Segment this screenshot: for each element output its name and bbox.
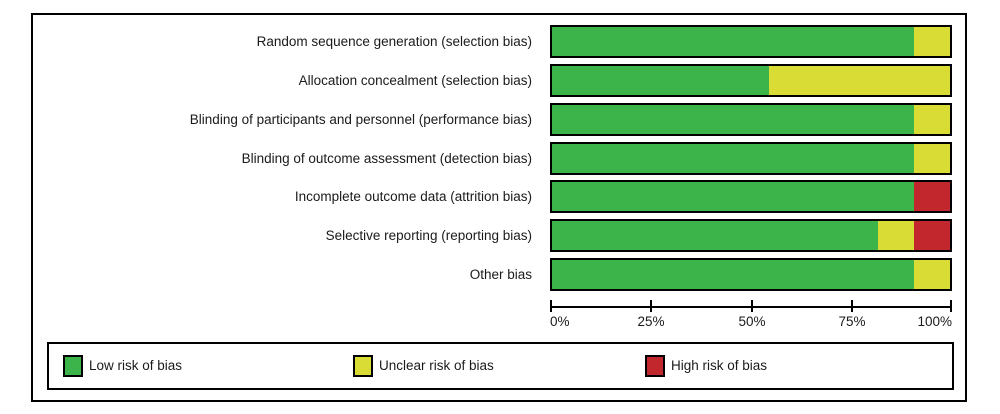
row-label: Selective reporting (reporting bias) (325, 228, 532, 243)
stacked-bar (550, 25, 952, 58)
segment-unclear-risk (913, 260, 950, 289)
row-label: Other bias (469, 267, 532, 282)
segment-unclear-risk (768, 66, 950, 95)
x-axis-tick (851, 300, 853, 312)
legend-swatch-unclear-risk (353, 355, 373, 377)
segment-low-risk (552, 144, 914, 173)
legend-label: High risk of bias (671, 358, 768, 373)
row-label: Allocation concealment (selection bias) (298, 73, 532, 88)
segment-low-risk (552, 260, 914, 289)
x-axis-tick (950, 300, 952, 312)
x-axis-tick-label: 25% (637, 314, 665, 329)
legend-label: Low risk of bias (89, 358, 183, 373)
legend-swatch-high-risk (645, 355, 665, 377)
legend-swatch-low-risk (63, 355, 83, 377)
stacked-bar (550, 103, 952, 136)
segment-unclear-risk (913, 105, 950, 134)
segment-low-risk (552, 221, 878, 250)
x-axis-tick (751, 300, 753, 312)
row-label: Incomplete outcome data (attrition bias) (294, 189, 532, 204)
x-axis-tick-label: 75% (838, 314, 866, 329)
x-axis-tick-label: 50% (738, 314, 766, 329)
row-label: Blinding of outcome assessment (detectio… (241, 151, 532, 166)
stacked-bar (550, 142, 952, 175)
x-axis-tick-label: 0% (550, 314, 570, 329)
legend-box: Low risk of bias Unclear risk of bias Hi… (47, 342, 954, 390)
row-label: Random sequence generation (selection bi… (256, 34, 532, 49)
segment-unclear-risk (913, 27, 950, 56)
segment-high-risk (913, 182, 950, 211)
stacked-bar (550, 64, 952, 97)
stacked-bar (550, 258, 952, 291)
figure-frame: Random sequence generation (selection bi… (31, 13, 967, 402)
stacked-bar (550, 219, 952, 252)
x-axis-tick (650, 300, 652, 312)
x-axis-tick (550, 300, 552, 312)
row-label: Blinding of participants and personnel (… (189, 112, 532, 127)
segment-low-risk (552, 66, 769, 95)
x-axis-tick-label: 100% (917, 314, 952, 329)
segment-unclear-risk (877, 221, 914, 250)
segment-low-risk (552, 105, 914, 134)
stacked-bar (550, 180, 952, 213)
segment-unclear-risk (913, 144, 950, 173)
segment-low-risk (552, 27, 914, 56)
segment-high-risk (913, 221, 950, 250)
legend-label: Unclear risk of bias (379, 358, 494, 373)
segment-low-risk (552, 182, 914, 211)
